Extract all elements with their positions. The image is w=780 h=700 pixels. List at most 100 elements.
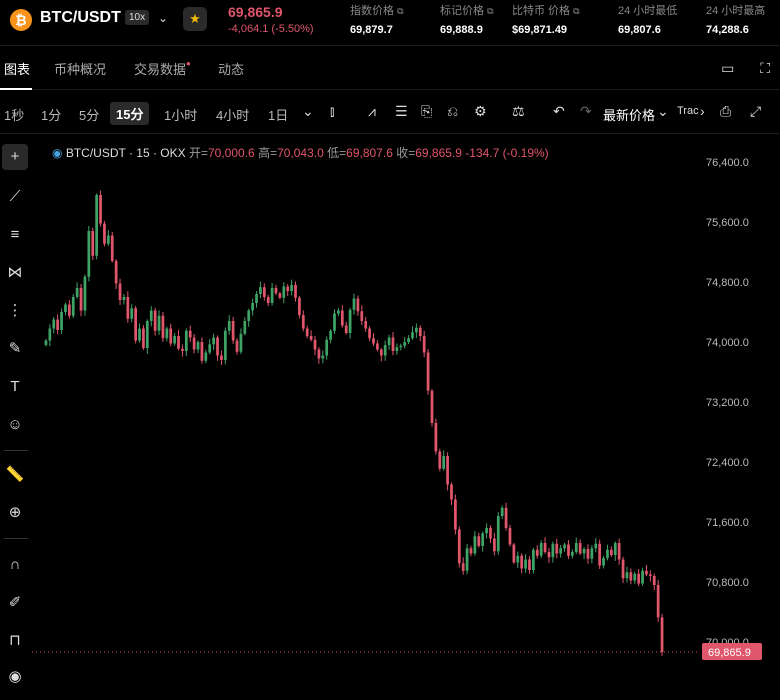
timeframe-1d[interactable]: 1日 xyxy=(268,108,289,123)
candle-body xyxy=(645,570,648,575)
candlestick-chart[interactable]: 76,400.0 75,600.0 74,800.0 74,000.0 73,200.0… xyxy=(32,134,780,700)
candle-body xyxy=(247,310,251,321)
zoom-in-icon[interactable]: ⊕ xyxy=(8,504,22,521)
candle-body xyxy=(106,235,110,244)
chevron-down-icon[interactable]: ⌄ xyxy=(158,11,169,25)
candle-body xyxy=(282,286,286,298)
timeframe-1s[interactable]: 1秒 xyxy=(4,108,25,123)
fib-icon[interactable]: ⋮ xyxy=(7,302,23,319)
candle-body xyxy=(142,328,145,348)
fullscreen-icon[interactable]: ⛶ xyxy=(760,60,770,76)
gear-icon[interactable]: ⚙ xyxy=(474,103,487,119)
expand-icon[interactable]: ⤢ xyxy=(750,103,762,119)
candle-body xyxy=(360,311,364,321)
stat-mark-price[interactable]: 标记价格 ⧉ 69,888.9 xyxy=(440,2,494,36)
emoji-icon[interactable]: ☺ xyxy=(7,416,23,433)
tab-news[interactable]: 动态 xyxy=(218,62,245,77)
template-icon[interactable]: ⎘ xyxy=(421,103,433,119)
candle-body xyxy=(383,345,387,356)
stat-value: 74,288.6 xyxy=(706,24,749,36)
magnet-icon[interactable]: ∩ xyxy=(9,556,21,573)
chevron-right-icon[interactable]: › xyxy=(700,103,705,119)
candle-body xyxy=(379,349,383,356)
close-value: 69,865.9 xyxy=(415,146,462,160)
candle-body xyxy=(629,572,633,581)
brush-icon[interactable]: ✎ xyxy=(8,340,22,357)
candle-body xyxy=(648,574,652,576)
tab-coin-overview[interactable]: 币种概况 xyxy=(54,62,107,77)
candle-body xyxy=(356,298,360,312)
lock-drawing-icon[interactable]: ✐ xyxy=(8,594,22,611)
timeframe-4h[interactable]: 4小时 xyxy=(216,108,250,123)
trading-view-link[interactable]: Trac xyxy=(677,105,699,117)
low-value: 69,807.6 xyxy=(346,146,393,160)
candle-body xyxy=(56,319,60,330)
window-icon[interactable]: ▭ xyxy=(721,60,735,76)
candle-body xyxy=(563,544,566,549)
visibility-icon[interactable]: ◉ xyxy=(52,146,63,160)
replay-icon[interactable]: ⎌ xyxy=(447,103,459,119)
tab-label: 交易数据 xyxy=(134,62,187,77)
candle-body xyxy=(118,283,122,300)
y-axis-tick-label: 71,600.0 xyxy=(706,517,749,529)
stat-index-price[interactable]: 指数价格 ⧉ 69,879.7 xyxy=(350,2,404,36)
candle-body xyxy=(504,507,508,528)
leverage-badge: 10x xyxy=(125,10,150,25)
candle-body xyxy=(313,339,317,350)
stat-value: 69,888.9 xyxy=(440,24,483,36)
high-value: 70,043.0 xyxy=(277,146,324,160)
undo-icon[interactable]: ↶ xyxy=(553,103,565,119)
candle-body xyxy=(52,319,56,329)
timeframe-1m[interactable]: 1分 xyxy=(41,108,62,123)
candle-body xyxy=(329,330,332,340)
candle-body xyxy=(298,297,301,315)
chevron-down-icon[interactable]: ⌄ xyxy=(657,103,669,119)
close-label: 收= xyxy=(396,146,416,160)
candle-body xyxy=(617,543,621,560)
camera-icon[interactable]: ⎙ xyxy=(720,103,732,119)
price-type-select[interactable]: 最新价格 xyxy=(603,108,656,123)
ruler-icon[interactable]: 📏 xyxy=(5,466,25,483)
candle-body xyxy=(586,549,590,559)
divider xyxy=(4,450,28,451)
stat-btc-price[interactable]: 比特币 价格 ⧉ $69,871.49 xyxy=(512,2,580,36)
tab-chart[interactable]: 图表 xyxy=(4,62,31,77)
candle-body xyxy=(352,298,356,310)
compare-icon[interactable]: ⚖ xyxy=(512,103,525,119)
tab-trading-data[interactable]: 交易数据● xyxy=(134,59,191,78)
eye-icon[interactable]: ◉ xyxy=(8,668,22,685)
list-icon[interactable]: ☰ xyxy=(395,103,408,119)
timeframe-15m[interactable]: 15分 xyxy=(110,102,150,125)
candle-body xyxy=(426,352,430,391)
y-axis-tick-label: 70,800.0 xyxy=(706,577,749,589)
candle-body xyxy=(200,342,204,361)
timeframe-5m[interactable]: 5分 xyxy=(79,108,100,123)
lock-icon[interactable]: ⊓ xyxy=(9,632,21,649)
crosshair-icon[interactable]: + xyxy=(2,144,28,170)
candle-body xyxy=(656,585,660,618)
candle-body xyxy=(87,231,91,277)
high-label: 高= xyxy=(258,146,278,160)
last-price: 69,865.9 xyxy=(228,4,283,20)
candle-body xyxy=(621,559,625,579)
redo-icon[interactable]: ↷ xyxy=(580,103,592,119)
pair-name[interactable]: BTC/USDT xyxy=(40,9,121,26)
star-icon[interactable]: ★ xyxy=(183,7,207,31)
pattern-icon[interactable]: ⋈ xyxy=(7,264,23,281)
horizontal-lines-icon[interactable]: ≡ xyxy=(10,226,20,243)
candle-body xyxy=(602,558,605,566)
y-axis-tick-label: 76,400.0 xyxy=(706,157,749,169)
candle-body xyxy=(184,330,188,351)
price-chart[interactable]: 76,400.0 75,600.0 74,800.0 74,000.0 73,200.0… xyxy=(32,134,780,700)
candle-type-icon[interactable]: ⫾ xyxy=(330,103,335,119)
text-icon[interactable]: T xyxy=(10,378,20,395)
candle-body xyxy=(325,339,329,356)
trend-line-icon[interactable]: ⟋ xyxy=(9,188,21,205)
candle-body xyxy=(516,555,520,563)
indicators-icon[interactable]: ⩘ xyxy=(368,103,376,119)
candle-body xyxy=(411,332,414,339)
timeframe-1h[interactable]: 1小时 xyxy=(164,108,198,123)
view-tabs: 图表 币种概况 交易数据● 动态 ▭ ⛶ xyxy=(0,46,780,90)
chevron-down-icon[interactable]: ⌄ xyxy=(302,103,314,119)
candle-body xyxy=(473,536,477,554)
